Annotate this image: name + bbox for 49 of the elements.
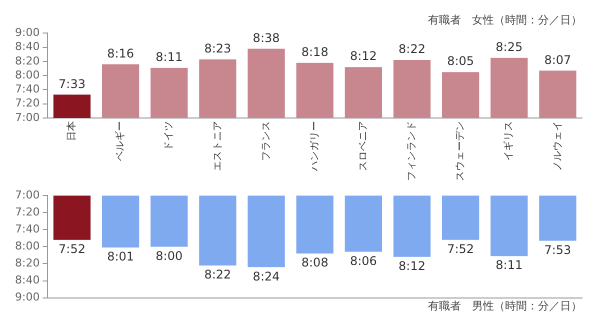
x-tick-label: ハンガリー	[309, 121, 320, 172]
y-tick-label: 8:40	[15, 40, 40, 54]
y-tick-label: 8:00	[15, 240, 40, 253]
data-label: 7:52	[58, 242, 86, 256]
x-tick-label: フィンランド	[406, 121, 418, 181]
y-tick-label: 7:20	[15, 205, 40, 218]
data-label: 8:23	[204, 41, 232, 56]
data-label: 7:33	[58, 76, 86, 91]
x-tick-label: スロベニア	[358, 121, 370, 171]
data-label: 8:16	[107, 46, 134, 60]
data-label: 8:38	[252, 30, 280, 45]
data-label: 8:00	[156, 248, 183, 263]
data-label: 8:25	[496, 40, 523, 54]
y-tick-label: 7:00	[15, 188, 40, 202]
y-tick-label: 7:20	[15, 96, 40, 110]
data-label: 8:01	[107, 250, 134, 264]
y-tick-label: 7:40	[15, 82, 40, 96]
data-label: 8:07	[544, 52, 572, 67]
y-tick-label: 7:00	[15, 110, 40, 124]
x-tick-label: ドイツ	[164, 121, 175, 151]
y-tick-label: 7:40	[15, 222, 40, 236]
x-tick-label: エストニア	[212, 121, 224, 171]
chart-title: 有職者 女性（時間：分／日）	[428, 13, 582, 26]
y-tick-label: 8:20	[15, 256, 40, 270]
data-label: 8:06	[350, 254, 377, 268]
data-label: 8:05	[447, 54, 474, 68]
data-label: 8:11	[156, 50, 183, 64]
y-tick-label: 8:40	[15, 274, 40, 287]
x-tick-label: ベルギー	[114, 121, 126, 161]
data-label: 8:12	[398, 259, 426, 274]
data-label: 8:11	[496, 258, 523, 272]
data-label: 7:53	[544, 242, 572, 257]
data-label: 8:22	[204, 268, 232, 282]
data-label: 8:24	[252, 269, 280, 284]
x-tick-label: フランス	[260, 121, 272, 161]
y-tick-label: 9:00	[15, 26, 40, 40]
data-label: 8:08	[301, 256, 328, 270]
y-tick-label: 8:00	[15, 68, 40, 82]
x-tick-label: スウェーデン	[455, 121, 466, 181]
x-tick-label: ノルウェイ	[552, 121, 564, 171]
data-label: 7:52	[447, 242, 474, 256]
x-tick-label: 日本	[66, 121, 78, 141]
data-label: 8:22	[398, 42, 426, 56]
y-tick-label: 8:20	[15, 54, 40, 68]
data-label: 8:12	[350, 49, 377, 64]
x-tick-label: イギリス	[502, 121, 515, 161]
text: 有職者 男性（時間：分／日）	[428, 299, 582, 312]
data-label: 8:18	[301, 45, 328, 60]
y-tick-label: 9:00	[15, 290, 40, 304]
